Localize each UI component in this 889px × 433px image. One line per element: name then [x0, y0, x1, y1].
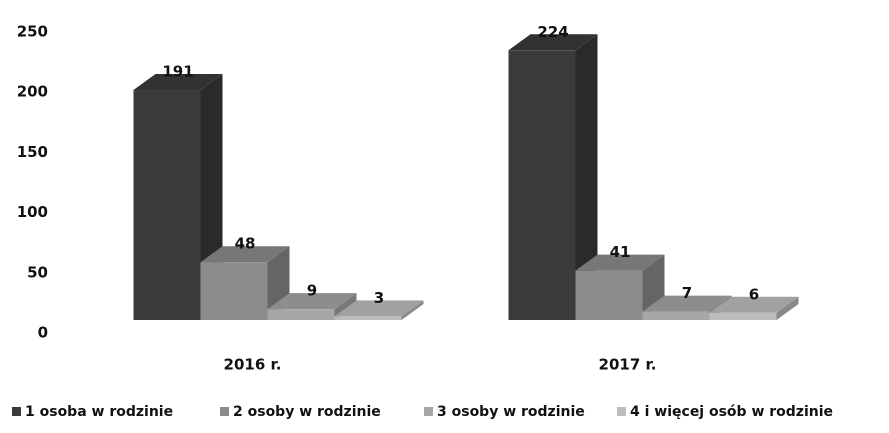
bar	[709, 312, 777, 320]
legend-marker	[12, 407, 21, 416]
bar	[133, 90, 201, 320]
data-label: 191	[162, 63, 193, 81]
data-label: 3	[374, 289, 384, 307]
bar-top	[709, 296, 799, 313]
data-label: 224	[537, 23, 568, 41]
legend-marker	[220, 407, 229, 416]
bar	[575, 270, 643, 320]
bar	[334, 316, 402, 320]
bar-side	[575, 34, 598, 320]
bar-top	[267, 293, 357, 310]
x-tick-label: 2016 r.	[224, 356, 282, 374]
y-tick-label: 100	[17, 203, 48, 221]
legend-label: 2 osoby w rodzinie	[233, 404, 381, 420]
data-label: 9	[307, 282, 317, 300]
y-tick-label: 0	[38, 324, 48, 342]
bar	[267, 309, 335, 320]
y-tick-label: 200	[17, 83, 48, 101]
data-label: 6	[749, 285, 759, 303]
x-tick-label: 2017 r.	[599, 356, 657, 374]
bar-top	[642, 295, 732, 312]
y-tick-label: 150	[17, 143, 48, 161]
legend-label: 1 osoba w rodzinie	[25, 404, 173, 420]
bar-side	[776, 296, 799, 320]
bar	[200, 262, 268, 320]
bar-side	[401, 300, 424, 320]
bar	[642, 311, 710, 320]
bar-top	[575, 254, 665, 271]
bar	[508, 50, 576, 320]
bar-top	[133, 74, 223, 91]
legend-marker	[617, 407, 626, 416]
y-tick-label: 250	[17, 23, 48, 41]
bar-top	[508, 34, 598, 51]
legend-label: 3 osoby w rodzinie	[437, 404, 585, 420]
data-label: 7	[682, 284, 692, 302]
data-label: 41	[610, 243, 631, 261]
legend-label: 4 i więcej osób w rodzinie	[630, 404, 833, 420]
data-label: 48	[235, 235, 256, 253]
bar-top	[200, 246, 290, 263]
legend-marker	[424, 407, 433, 416]
bar-top	[334, 300, 424, 317]
y-tick-label: 50	[27, 263, 48, 281]
